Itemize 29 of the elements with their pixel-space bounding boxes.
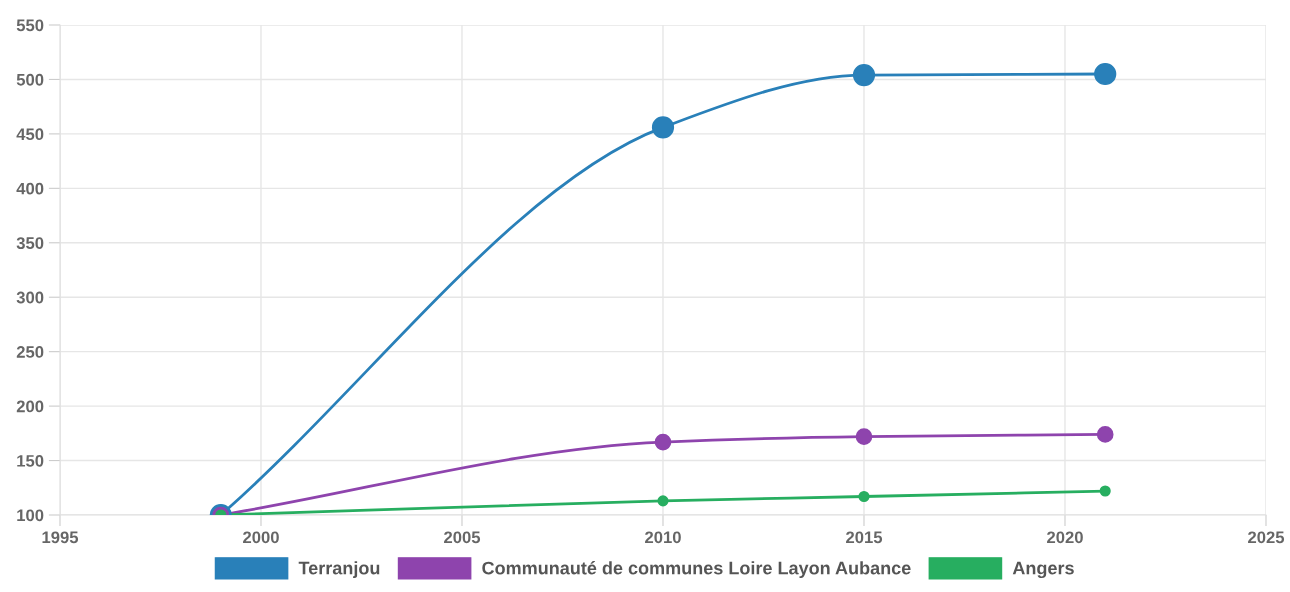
y-tick-label: 400: [16, 182, 44, 195]
legend-label: Terranjou: [298, 561, 380, 579]
point: [858, 490, 870, 503]
x-tick-label: 2020: [1047, 531, 1083, 544]
point: [657, 495, 669, 507]
y-tick-label: 500: [16, 73, 44, 86]
x-tick-label: 2010: [645, 531, 681, 544]
point: [1096, 426, 1114, 443]
y-tick-label: 300: [16, 291, 44, 304]
point: [651, 116, 675, 139]
y-tick-label: 150: [17, 454, 44, 467]
y-tick-label: 200: [16, 400, 44, 413]
point: [855, 428, 873, 445]
y-tick-label: 550: [16, 19, 44, 32]
point: [1094, 62, 1117, 86]
y-tick-label: 350: [16, 237, 44, 249]
y-tick-label: 250: [16, 346, 44, 358]
legend-label: Communauté de communes Loire Layon Aubance: [482, 561, 911, 579]
x-tick-label: 2005: [444, 531, 481, 544]
y-tick-label: 100: [17, 509, 44, 522]
point: [654, 433, 672, 451]
point: [1099, 485, 1111, 497]
x-tick-label: 2000: [243, 531, 279, 544]
x-tick-label: 1995: [42, 531, 79, 544]
point: [852, 63, 876, 87]
legend-label: Angers: [1012, 561, 1074, 579]
x-tick-label: 2015: [846, 531, 883, 544]
y-tick-label: 450: [16, 128, 44, 141]
x-tick-label: 2025: [1248, 531, 1285, 544]
